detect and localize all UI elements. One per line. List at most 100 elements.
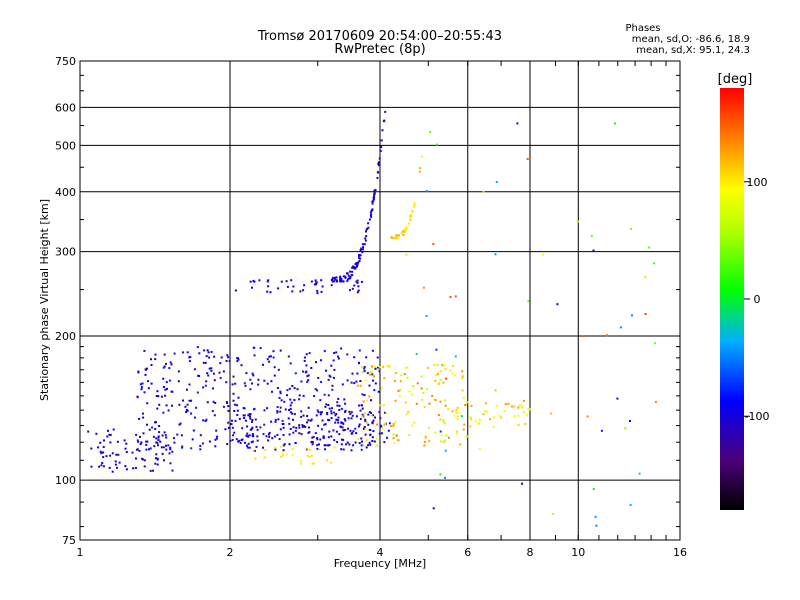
echo-point — [517, 406, 520, 409]
echo-point — [442, 381, 445, 384]
echo-point — [408, 434, 411, 437]
echo-point — [293, 387, 296, 390]
echo-point — [478, 419, 481, 421]
echo-point — [300, 410, 303, 413]
echo-point — [489, 418, 491, 421]
echo-point — [445, 377, 448, 380]
echo-point — [251, 419, 254, 422]
echo-point — [336, 401, 339, 404]
echo-point — [407, 410, 410, 413]
echo-point — [416, 382, 419, 385]
echo-point — [139, 435, 141, 438]
echo-point — [274, 435, 276, 438]
echo-point — [168, 452, 171, 455]
echo-point — [337, 357, 340, 360]
echo-point — [461, 389, 464, 392]
echo-point — [306, 447, 309, 450]
echo-point — [282, 426, 285, 429]
echo-point — [341, 426, 344, 429]
echo-point — [403, 228, 406, 231]
echo-point — [629, 420, 631, 422]
echo-point — [371, 202, 374, 205]
echo-point — [348, 277, 351, 280]
echo-point — [339, 278, 342, 281]
echo-point — [282, 449, 285, 452]
echo-point — [363, 367, 366, 370]
echo-point — [331, 407, 334, 410]
echo-point — [379, 404, 382, 407]
echo-point — [355, 432, 358, 435]
echo-point — [215, 437, 218, 440]
echo-point — [461, 415, 463, 418]
echo-point — [207, 351, 210, 354]
echo-point — [436, 364, 439, 367]
echo-point — [336, 419, 339, 421]
echo-point — [387, 429, 390, 432]
echo-point — [484, 402, 487, 405]
echo-point — [249, 280, 252, 283]
echo-point — [360, 444, 363, 447]
echo-point — [117, 453, 120, 456]
echo-point — [224, 428, 227, 431]
echo-point — [142, 412, 144, 415]
echo-point — [360, 404, 363, 407]
echo-point — [265, 435, 268, 438]
echo-point — [325, 459, 328, 462]
echo-point — [294, 429, 297, 432]
echo-point — [355, 380, 358, 383]
echo-point — [338, 408, 341, 411]
echo-point — [356, 265, 358, 268]
echo-point — [359, 249, 362, 252]
echo-point — [309, 449, 312, 452]
echo-point — [271, 390, 273, 393]
echo-point — [316, 289, 319, 292]
echo-point — [644, 313, 647, 315]
echo-point — [135, 457, 137, 460]
echo-point — [143, 391, 146, 394]
echo-point — [423, 444, 426, 447]
echo-point — [363, 394, 366, 397]
echo-point — [376, 356, 379, 359]
echo-point — [364, 379, 367, 382]
echo-point — [399, 380, 402, 383]
echo-point — [185, 411, 188, 413]
echo-point — [313, 395, 316, 397]
echo-point — [157, 435, 160, 438]
echo-point — [157, 444, 159, 447]
echo-point — [432, 243, 435, 246]
echo-point — [256, 439, 259, 442]
echo-point — [323, 423, 326, 426]
echo-point — [318, 443, 320, 446]
echo-point — [350, 449, 353, 452]
echo-point — [210, 351, 213, 353]
echo-point — [456, 432, 459, 435]
echo-point — [653, 262, 656, 265]
echo-point — [156, 463, 159, 466]
echo-point — [268, 360, 271, 363]
echo-point — [279, 446, 282, 448]
echo-point — [444, 439, 446, 442]
echo-point — [346, 353, 349, 356]
echo-point — [374, 367, 377, 370]
echo-point — [108, 433, 111, 436]
echo-point — [295, 426, 298, 429]
echo-point — [333, 368, 336, 371]
echo-point — [360, 248, 363, 251]
echo-point — [394, 421, 397, 424]
echo-point — [346, 272, 348, 275]
echo-point — [355, 415, 358, 418]
echo-point — [337, 397, 340, 400]
echo-point — [303, 284, 306, 287]
echo-point — [342, 448, 345, 451]
echo-point — [466, 435, 469, 438]
echo-point — [342, 280, 345, 283]
echo-point — [143, 459, 146, 462]
echo-point — [364, 420, 367, 423]
echo-point — [392, 425, 395, 428]
echo-point — [393, 442, 396, 445]
echo-point — [349, 429, 352, 432]
echo-point — [145, 440, 148, 443]
echo-point — [254, 418, 257, 421]
echo-point — [283, 443, 286, 446]
echo-point — [369, 373, 371, 376]
